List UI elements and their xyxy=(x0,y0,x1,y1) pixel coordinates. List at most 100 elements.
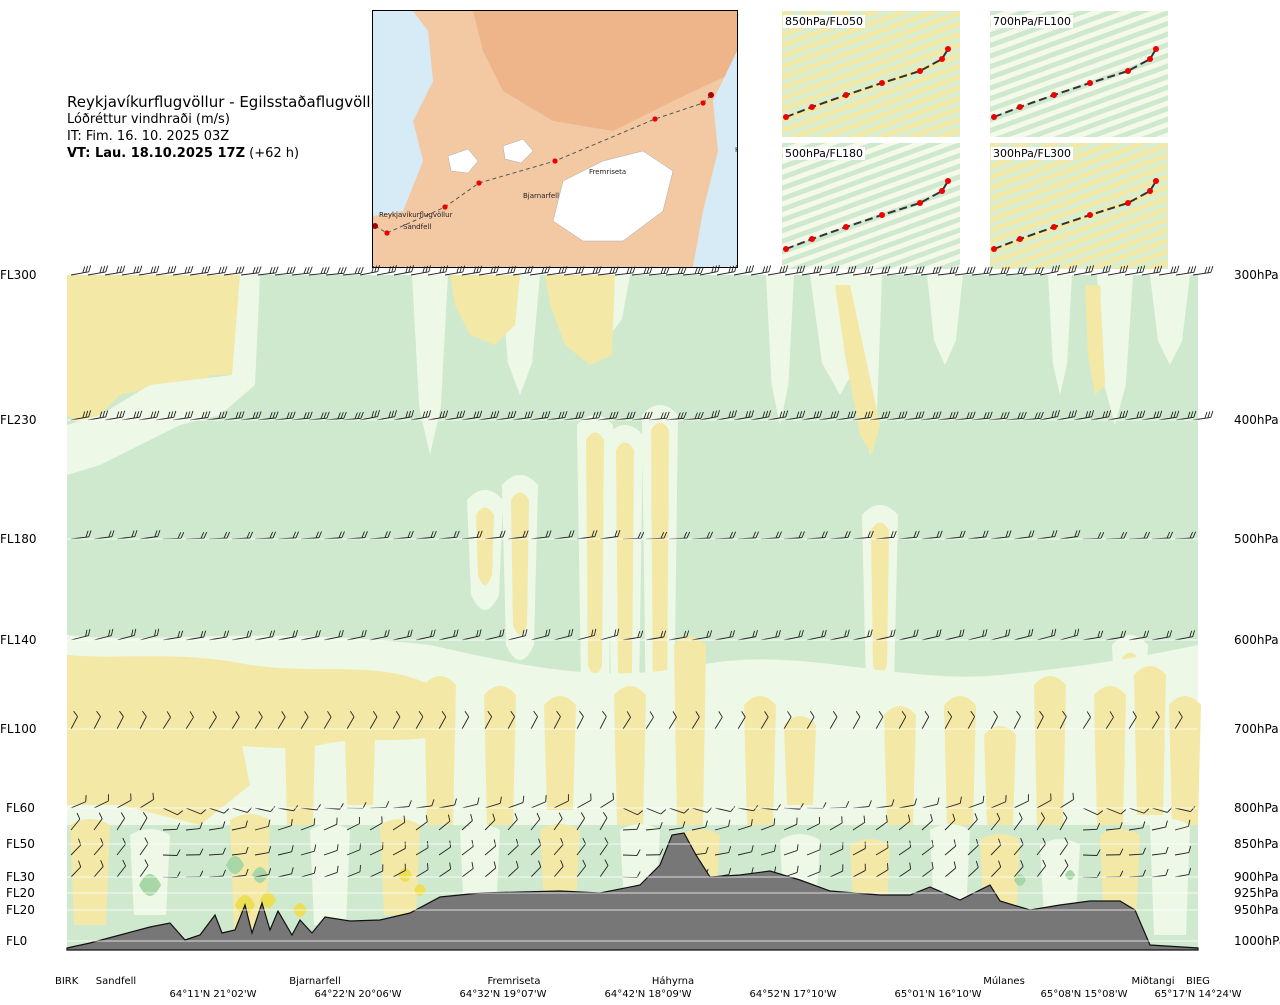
wind-barb xyxy=(691,711,700,730)
wind-barb xyxy=(665,266,687,276)
route-point xyxy=(700,100,706,106)
wind-barb xyxy=(944,839,957,856)
wind-barb xyxy=(461,797,480,809)
wind-barb xyxy=(484,796,502,809)
weak-column xyxy=(927,275,963,365)
route-place-label: Sandfell xyxy=(96,976,136,987)
flight-level-tick: FL300 xyxy=(0,268,37,282)
wind-barb xyxy=(737,711,746,730)
wind-barb xyxy=(737,845,754,856)
issue-time: IT: Fim. 16. 10. 2025 03Z xyxy=(67,129,230,144)
wind-barb xyxy=(254,711,263,730)
wind-barb xyxy=(1056,410,1077,421)
wind-barb xyxy=(553,794,569,809)
wind-barb xyxy=(70,628,91,641)
wind-barb xyxy=(990,710,998,730)
wind-barb xyxy=(1082,711,1091,730)
wind-barb xyxy=(645,630,667,641)
wind-barb xyxy=(1059,859,1069,878)
wind-barb xyxy=(714,819,731,831)
wind-barb xyxy=(484,629,505,641)
wind-barb xyxy=(716,410,737,421)
wind-barb xyxy=(714,711,723,730)
wind-barb xyxy=(801,265,823,276)
route-coordinate-label: 65°01'N 16°10'W xyxy=(895,989,982,1000)
wind-barb xyxy=(1082,807,1104,816)
route-place-label: BIEG xyxy=(1186,976,1210,987)
wind-barb xyxy=(691,820,708,831)
wind-barb xyxy=(1013,710,1021,730)
wind-barb xyxy=(1192,265,1214,276)
wind-barb xyxy=(599,792,615,809)
wind-barb xyxy=(70,265,92,276)
wind-barb xyxy=(139,628,160,641)
wind-barb xyxy=(921,797,940,809)
wind-barb xyxy=(139,792,155,809)
wind-barb xyxy=(369,629,390,641)
wind-barb xyxy=(784,265,806,276)
wind-barb xyxy=(427,265,449,276)
wind-barb xyxy=(300,844,317,856)
mini-route-point xyxy=(1153,46,1159,52)
wind-barb xyxy=(553,860,564,878)
updraft-column xyxy=(484,686,516,825)
wind-barb xyxy=(323,843,339,856)
mini-route-point xyxy=(783,246,789,252)
wind-barb xyxy=(392,629,413,641)
route-point xyxy=(476,180,482,186)
pressure-tick: 900hPa xyxy=(1234,870,1279,884)
wind-barb xyxy=(599,859,609,878)
strong-updraft xyxy=(260,892,276,908)
wind-barb xyxy=(1174,846,1192,856)
updraft-column xyxy=(1169,696,1201,825)
wind-barb xyxy=(507,813,518,831)
wind-barb xyxy=(139,859,149,878)
wind-barb xyxy=(87,410,109,421)
downdraft xyxy=(252,867,268,883)
wind-barb xyxy=(829,711,838,730)
wind-barb xyxy=(737,630,758,641)
wind-barb xyxy=(1073,410,1095,421)
wind-barb xyxy=(155,265,177,276)
wind-barb xyxy=(597,266,619,276)
updraft-column xyxy=(586,432,604,675)
mini-route-point xyxy=(945,178,951,184)
updraft-column xyxy=(1034,676,1066,825)
wind-barb xyxy=(507,795,525,809)
wind-barb xyxy=(376,410,397,421)
wind-barb xyxy=(274,266,296,276)
route-points: Reykjavíkurflugvöllur Sandfell Bjarnarfell… xyxy=(373,92,737,236)
mini-route-point xyxy=(939,188,945,194)
wind-barb xyxy=(988,266,1010,276)
weak-column xyxy=(1097,275,1133,425)
wind-barb xyxy=(162,849,181,856)
wind-barb xyxy=(438,710,447,730)
pressure-tick: 400hPa xyxy=(1234,413,1279,427)
wind-barb xyxy=(254,846,272,856)
wind-barb xyxy=(93,628,114,641)
wind-barb xyxy=(392,815,406,831)
wind-barb xyxy=(1124,265,1146,276)
wind-barb xyxy=(393,265,415,276)
mini-route-point xyxy=(1147,188,1153,194)
wind-barb xyxy=(277,711,286,730)
wind-barb xyxy=(104,410,126,421)
wind-barb xyxy=(415,815,428,831)
updraft-area xyxy=(450,275,520,345)
wind-barb xyxy=(507,629,528,641)
updraft-area xyxy=(545,275,615,365)
updraft-column xyxy=(784,716,816,805)
route-point-label: Sandfell xyxy=(403,223,431,231)
wind-barb xyxy=(576,859,587,878)
route-map-svg: Reykjavíkurflugvöllur Sandfell Bjarnarfell… xyxy=(373,11,737,267)
wind-barb xyxy=(1151,711,1160,730)
pressure-tick: 800hPa xyxy=(1234,801,1279,815)
weak-column xyxy=(1048,275,1072,395)
wind-barb xyxy=(172,265,194,276)
mini-route-point xyxy=(991,246,997,252)
wind-barb xyxy=(806,629,827,641)
wind-barb xyxy=(93,794,109,809)
wind-barb xyxy=(898,814,911,831)
wind-barb xyxy=(438,814,451,831)
flight-level-tick: FL50 xyxy=(6,837,35,851)
